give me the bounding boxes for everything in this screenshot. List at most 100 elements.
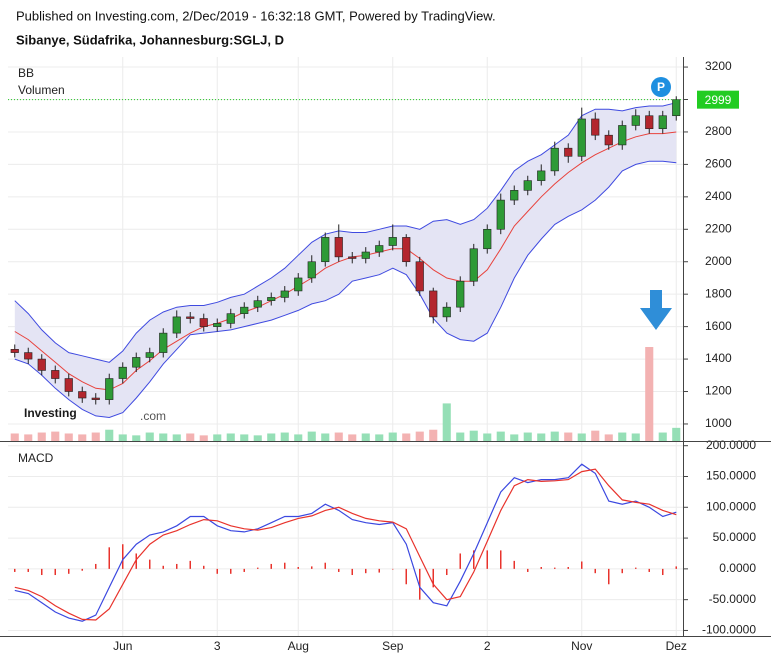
symbol-title: Sibanye, Südafrika, Johannesburg:SGLJ, D bbox=[16, 32, 284, 47]
volume-bar bbox=[577, 433, 586, 441]
y-tick-label: 2200 bbox=[705, 221, 732, 235]
volume-bar bbox=[604, 434, 613, 441]
candle-body bbox=[24, 352, 33, 360]
candle-body bbox=[105, 378, 114, 400]
volume-bar bbox=[91, 432, 100, 441]
candle-body bbox=[145, 352, 154, 358]
y-tick-label: 200.0000 bbox=[706, 438, 756, 452]
volume-bar bbox=[361, 433, 370, 441]
volume-bar bbox=[321, 433, 330, 441]
indicator-label: BB bbox=[18, 66, 34, 80]
candle-body bbox=[64, 378, 73, 392]
candle-body bbox=[132, 357, 141, 368]
volume-bar bbox=[442, 403, 451, 441]
candle-body bbox=[321, 237, 330, 263]
candle-body bbox=[550, 147, 559, 172]
candle-body bbox=[631, 115, 640, 126]
volume-bar bbox=[510, 434, 519, 441]
x-tick-label: Dez bbox=[666, 639, 687, 653]
candle-body bbox=[672, 99, 681, 117]
y-tick-label: 1400 bbox=[705, 351, 732, 365]
candle-body bbox=[213, 323, 222, 327]
candle-body bbox=[483, 228, 492, 250]
volume-bar bbox=[523, 432, 532, 441]
volume-bar bbox=[172, 434, 181, 441]
y-tick-label: -50.0000 bbox=[709, 592, 757, 606]
candle-body bbox=[186, 316, 195, 319]
badge-label[interactable]: P bbox=[657, 80, 665, 94]
volume-bar bbox=[253, 435, 262, 441]
candle-body bbox=[78, 391, 87, 399]
y-tick-label: 2400 bbox=[705, 189, 732, 203]
indicator-label: Volumen bbox=[18, 83, 65, 97]
volume-bar bbox=[64, 433, 73, 441]
volume-bar bbox=[199, 435, 208, 441]
volume-bar bbox=[118, 434, 127, 441]
y-tick-label: 100.0000 bbox=[706, 499, 756, 513]
volume-bar bbox=[658, 432, 667, 441]
y-tick-label: 1200 bbox=[705, 384, 732, 398]
volume-bar bbox=[496, 431, 505, 441]
published-note: Published on Investing.com, 2/Dec/2019 -… bbox=[16, 8, 496, 23]
volume-bar bbox=[226, 433, 235, 441]
y-tick-label: 2600 bbox=[705, 157, 732, 171]
candle-body bbox=[334, 237, 343, 258]
volume-bar bbox=[37, 432, 46, 441]
candle-body bbox=[375, 245, 384, 253]
y-tick-label: 150.0000 bbox=[706, 469, 756, 483]
volume-bar bbox=[186, 433, 195, 441]
volume-bar bbox=[10, 433, 19, 441]
watermark: Investing .com bbox=[24, 406, 166, 423]
bb-upper-line bbox=[14, 102, 677, 363]
volume-bar bbox=[294, 434, 303, 441]
watermark-suffix: .com bbox=[140, 409, 166, 423]
candle-body bbox=[415, 261, 424, 292]
candle-body bbox=[402, 237, 411, 263]
y-tick-label: -100.0000 bbox=[702, 623, 756, 637]
candle-body bbox=[91, 397, 100, 400]
macd-line bbox=[14, 463, 677, 622]
candle-body bbox=[172, 316, 181, 334]
volume-bar bbox=[631, 433, 640, 441]
volume-bar bbox=[672, 427, 681, 441]
volume-bar bbox=[618, 432, 627, 441]
candle-body bbox=[280, 290, 289, 298]
volume-bar bbox=[348, 434, 357, 441]
volume-bar bbox=[645, 347, 654, 441]
volume-bar bbox=[550, 431, 559, 441]
watermark-main: Investing bbox=[24, 406, 77, 420]
candle-body bbox=[226, 313, 235, 324]
volume-bar bbox=[469, 430, 478, 441]
candle-body bbox=[618, 125, 627, 146]
volume-bar bbox=[375, 434, 384, 441]
volume-bar bbox=[240, 434, 249, 441]
badge-circle[interactable] bbox=[651, 77, 671, 97]
candle-body bbox=[118, 366, 127, 379]
candle-body bbox=[510, 190, 519, 201]
candle-body bbox=[388, 237, 397, 246]
down-arrow-icon bbox=[640, 290, 672, 330]
candle-body bbox=[429, 290, 438, 318]
candle-body bbox=[37, 358, 46, 371]
y-tick-label: 1000 bbox=[705, 416, 732, 430]
bb-lower-line bbox=[14, 160, 677, 419]
candle-body bbox=[442, 306, 451, 318]
candle-body bbox=[294, 277, 303, 292]
candle-body bbox=[348, 256, 357, 259]
volume-bar bbox=[213, 434, 222, 441]
candle-body bbox=[577, 118, 586, 157]
candle-body bbox=[307, 261, 316, 279]
x-tick-label: Aug bbox=[288, 639, 309, 653]
volume-bar bbox=[132, 435, 141, 441]
last-price-label: 2999 bbox=[705, 93, 732, 107]
badge[interactable]: P bbox=[651, 77, 671, 97]
volume-bar bbox=[145, 432, 154, 441]
volume-bar bbox=[280, 432, 289, 441]
bb-middle-line bbox=[14, 131, 677, 391]
volume-bar bbox=[307, 431, 316, 441]
y-tick-label: 50.0000 bbox=[713, 530, 757, 544]
x-tick-label: Sep bbox=[382, 639, 404, 653]
volume-bar bbox=[105, 429, 114, 441]
